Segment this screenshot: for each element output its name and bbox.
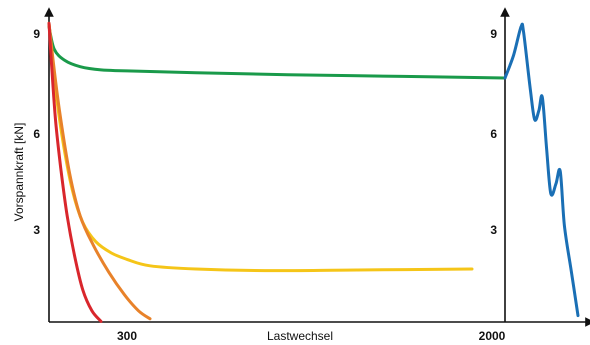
series-line-orange	[47, 21, 152, 321]
y-tick-label-3: 3	[33, 223, 40, 237]
y-axis-title: Vorspannkraft [kN]	[12, 123, 26, 222]
series-line-green	[47, 25, 507, 80]
x-tick-label-2000: 2000	[479, 329, 506, 343]
x-tick-label-300: 300	[117, 329, 137, 343]
y-tick-label-6: 6	[33, 127, 40, 141]
series-line-yellow	[47, 21, 474, 273]
series-layer	[47, 21, 580, 323]
series-line-red	[47, 21, 103, 323]
series-line-blue	[503, 22, 580, 318]
y-tick-label-right-9: 9	[490, 27, 497, 41]
y-tick-label-right-3: 3	[490, 223, 497, 237]
x-axis-title: Lastwechsel	[267, 329, 333, 343]
y-tick-label-right-6: 6	[490, 127, 497, 141]
y-tick-label-9: 9	[33, 27, 40, 41]
